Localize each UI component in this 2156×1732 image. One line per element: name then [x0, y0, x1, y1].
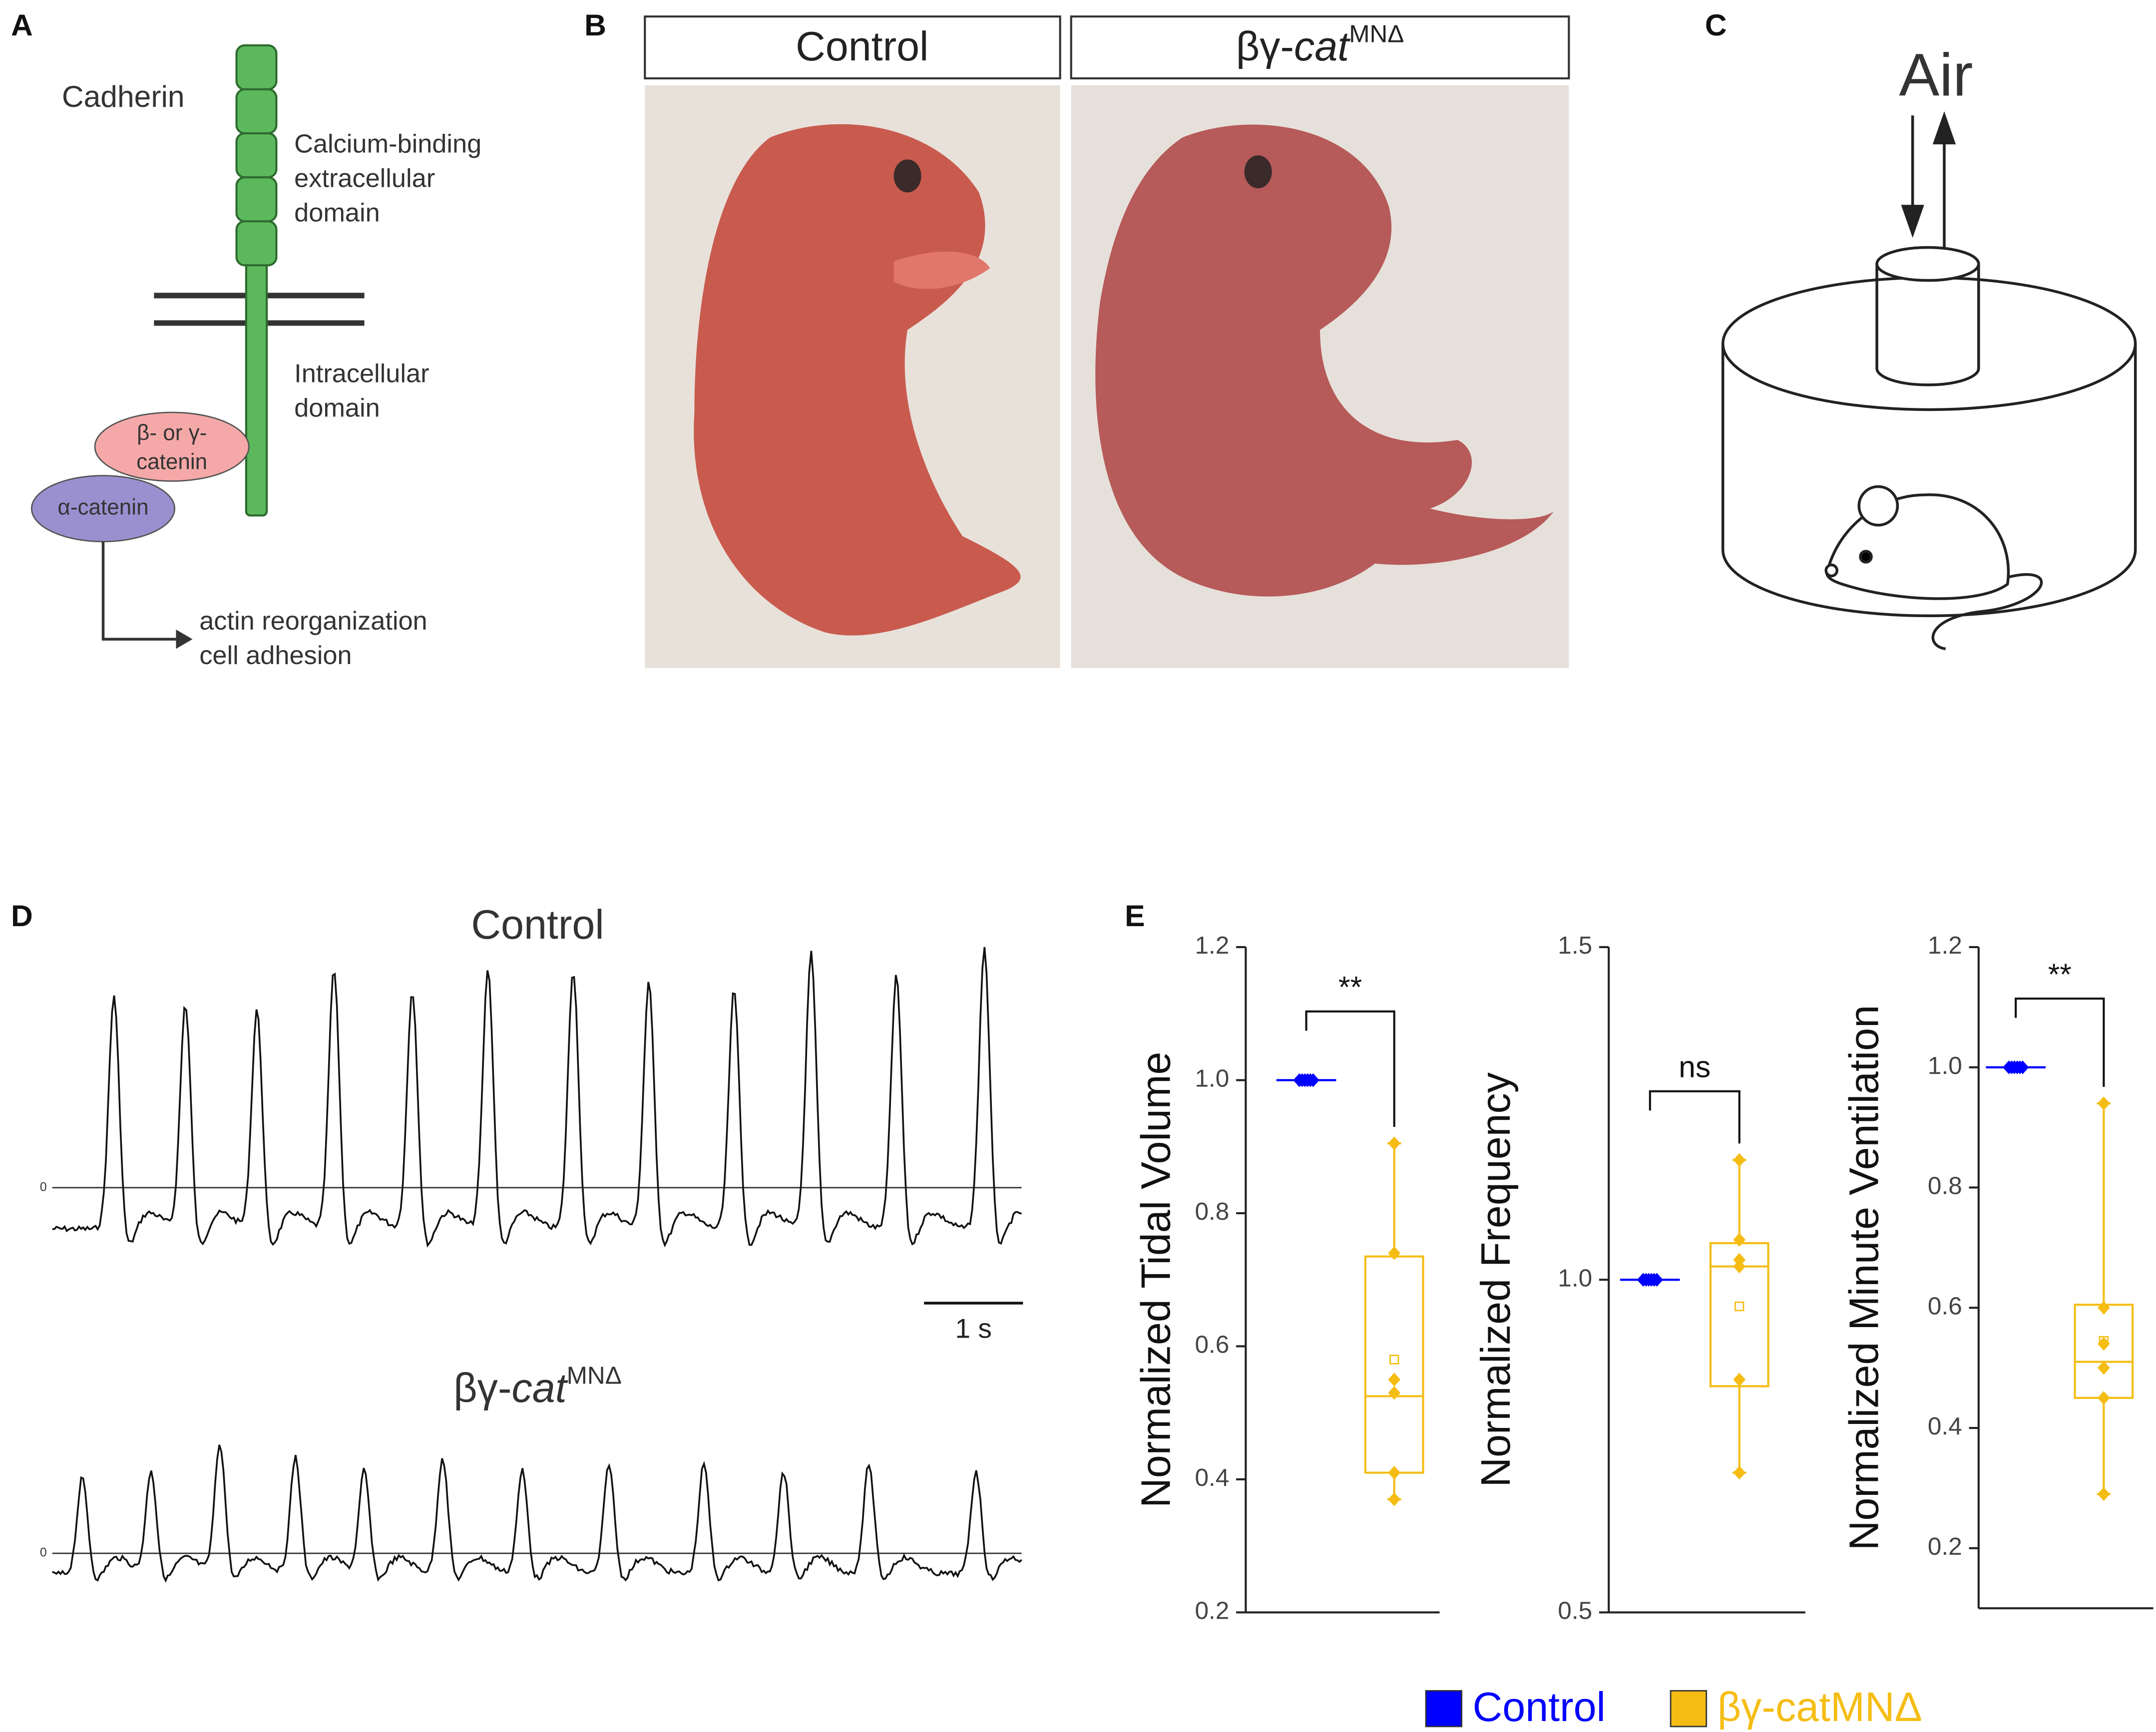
box	[1364, 1255, 1424, 1474]
y-tick-label: 0.8	[1195, 1197, 1229, 1225]
trace-title: Control	[471, 901, 604, 948]
data-point	[2097, 1391, 2110, 1405]
plethysmograph	[1721, 111, 2137, 651]
legend-swatch	[1425, 1690, 1463, 1728]
y-tick-label: 0.2	[1195, 1597, 1229, 1625]
domain-label: Calcium-binding	[294, 130, 481, 159]
catenin-label: α-catenin	[57, 495, 148, 519]
y-tick-label: 0.8	[1928, 1172, 1962, 1200]
y-tick-label: 0.2	[1928, 1532, 1962, 1560]
box-chart: 0.2 0.4 0.6 0.8 1.0 1.2 Normalized Minute Vent…	[1841, 931, 2154, 1610]
outcome-label: actin reorganization	[199, 607, 427, 636]
significance-label: **	[1338, 970, 1362, 1004]
photo-panel	[644, 15, 1570, 669]
significance-label: **	[2048, 957, 2072, 991]
domain-label: domain	[294, 198, 380, 227]
catenin-label: β- or γ-	[137, 421, 207, 445]
panel-label: C	[1705, 8, 1727, 42]
data-point	[1388, 1373, 1401, 1386]
panel-label: E	[1125, 899, 1145, 933]
data-point	[1388, 1246, 1401, 1260]
genotype-superscript: MNΔ	[1349, 20, 1404, 48]
breathing-trace	[52, 947, 1022, 1248]
domain-label: extracellular	[294, 164, 435, 193]
box-chart: 0.5 1.0 1.5 Normalized Frequency ns	[1472, 931, 1805, 1625]
genotype-superscript: MNΔ	[567, 1362, 622, 1389]
data-point	[2097, 1487, 2110, 1501]
box-chart: 0.2 0.4 0.6 0.8 1.0 1.2 Normalized Tidal Volum…	[1133, 931, 1440, 1625]
data-point	[2097, 1361, 2110, 1375]
data-point	[1733, 1233, 1746, 1247]
y-tick-label: 0.4	[1928, 1412, 1962, 1440]
y-tick-label: 1.0	[1928, 1051, 1962, 1079]
significance-bracket	[1649, 1090, 1740, 1144]
genotype-italic: cat	[1294, 23, 1350, 69]
data-point	[2097, 1301, 2110, 1315]
data-point	[1388, 1136, 1401, 1150]
genotype-italic: cat	[511, 1365, 568, 1411]
y-tick-label: 0.5	[1558, 1597, 1592, 1625]
panel-label: A	[11, 8, 33, 42]
trace-title: βγ-catMNΔ	[453, 1362, 622, 1411]
y-axis-title: Normalized Tidal Volume	[1133, 1052, 1179, 1508]
data-point	[1388, 1492, 1401, 1506]
y-tick-label: 1.0	[1195, 1064, 1229, 1092]
mean	[1734, 1301, 1744, 1312]
significance-bracket	[2015, 997, 2105, 1087]
legend-swatch	[1670, 1690, 1708, 1728]
y-tick-label: 1.2	[1195, 931, 1229, 959]
y-tick-label: 1.2	[1928, 931, 1962, 959]
genotype-prefix: βγ-	[453, 1365, 511, 1411]
y-tick-label: 1.0	[1558, 1264, 1592, 1292]
data-point	[1388, 1386, 1401, 1400]
legend-label: Control	[1473, 1684, 1606, 1730]
data-point	[1733, 1259, 1746, 1274]
data-point	[2016, 1060, 2029, 1074]
data-point	[2097, 1337, 2110, 1351]
data-point	[1733, 1465, 1746, 1480]
domain-label: Intracellular	[294, 359, 429, 388]
group-title: βγ-catMNΔ	[1236, 20, 1404, 69]
data-point	[1651, 1273, 1663, 1287]
protein-label: Cadherin	[62, 79, 185, 113]
air-label: Air	[1899, 41, 1973, 109]
legend-label: βγ-catMNΔ	[1718, 1684, 1922, 1730]
box	[2074, 1304, 2134, 1399]
cadherin-diagram	[30, 44, 365, 649]
mean	[1389, 1355, 1399, 1365]
y-tick-label: 0.6	[1195, 1331, 1229, 1359]
scale-label: 1 s	[955, 1313, 992, 1344]
data-point	[2097, 1096, 2110, 1110]
data-point	[1388, 1465, 1401, 1480]
panel-label: D	[11, 899, 33, 933]
breathing-trace	[52, 1444, 1022, 1583]
y-axis-title: Normalized Minute Ventilation	[1841, 1005, 1887, 1550]
y-tick-label: 1.5	[1558, 931, 1592, 959]
data-point	[1733, 1153, 1746, 1167]
data-point	[1733, 1373, 1746, 1386]
y-tick-label: 0.6	[1928, 1292, 1962, 1320]
domain-label: domain	[294, 393, 380, 422]
outcome-label: cell adhesion	[199, 641, 352, 670]
panel-label: B	[584, 8, 606, 42]
genotype-prefix: βγ-	[1236, 23, 1294, 69]
y-tick-label: 0.4	[1195, 1463, 1229, 1491]
catenin-label: catenin	[136, 449, 207, 474]
y-axis-title: Normalized Frequency	[1472, 1072, 1519, 1487]
significance-label: ns	[1679, 1050, 1711, 1084]
significance-bracket	[1305, 1010, 1395, 1127]
group-title: Control	[796, 23, 928, 69]
baseline-label: 0	[40, 1546, 47, 1560]
baseline-label: 0	[40, 1180, 47, 1194]
